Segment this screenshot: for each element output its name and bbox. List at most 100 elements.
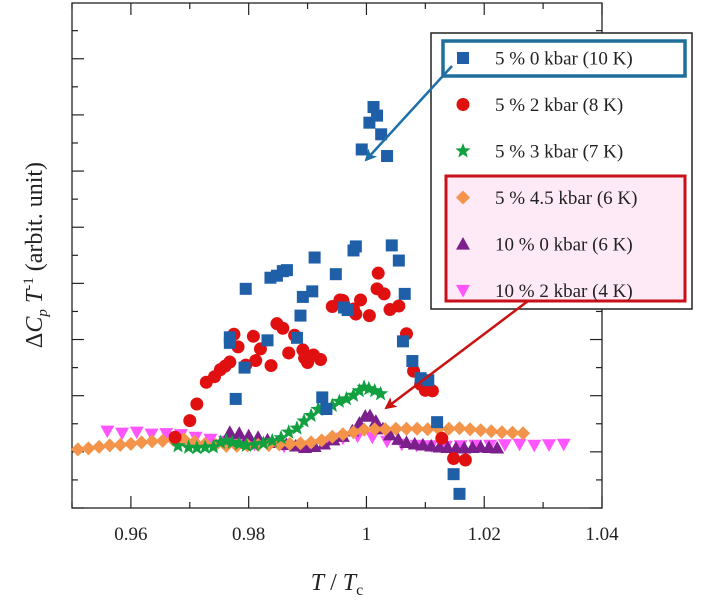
data-point-square bbox=[385, 239, 398, 252]
data-point-circle bbox=[264, 359, 278, 373]
data-point-circle bbox=[298, 351, 312, 365]
data-point-star bbox=[246, 436, 263, 452]
data-point-square bbox=[375, 128, 388, 141]
data-point-diamond bbox=[346, 425, 361, 440]
data-point-diamond bbox=[282, 436, 297, 451]
data-point-diamond bbox=[399, 421, 414, 436]
legend-marker-triangle-down bbox=[456, 284, 470, 298]
data-point-square bbox=[239, 282, 252, 295]
data-point-square bbox=[329, 268, 342, 281]
data-point-square bbox=[320, 403, 333, 416]
data-point-triangle-up bbox=[368, 414, 383, 427]
data-point-circle bbox=[354, 293, 368, 307]
data-point-star bbox=[361, 380, 377, 396]
data-point-square bbox=[355, 143, 368, 156]
data-point-square bbox=[316, 391, 329, 404]
data-point-square bbox=[261, 334, 274, 347]
data-point-triangle-down bbox=[527, 439, 542, 453]
data-point-diamond bbox=[484, 424, 499, 439]
legend-label: 5 % 0 kbar (10 K) bbox=[495, 49, 633, 70]
data-point-diamond bbox=[314, 433, 329, 448]
data-point-diamond bbox=[378, 422, 393, 437]
data-point-square bbox=[294, 309, 307, 322]
x-axis-label-text: T / Tc bbox=[311, 570, 364, 599]
legend-label: 10 % 0 kbar (6 K) bbox=[495, 235, 633, 256]
data-point-circle bbox=[362, 309, 376, 323]
legend-label: 10 % 2 kbar (4 K) bbox=[495, 281, 633, 302]
data-point-circle bbox=[377, 287, 391, 301]
x-tick-label: 0.98 bbox=[232, 524, 265, 545]
data-point-triangle-down bbox=[203, 433, 218, 447]
data-point-star bbox=[212, 434, 229, 449]
data-point-star bbox=[345, 387, 362, 402]
data-point-square bbox=[296, 290, 309, 303]
data-point-circle bbox=[314, 353, 328, 367]
legend-label: 5 % 3 kbar (7 K) bbox=[495, 142, 623, 163]
data-point-diamond bbox=[81, 441, 96, 456]
legend-marker-diamond bbox=[456, 190, 470, 205]
x-axis-label: T / Tc bbox=[311, 570, 364, 599]
legend-marker-square bbox=[457, 52, 469, 64]
data-point-diamond bbox=[463, 422, 478, 437]
data-point-circle bbox=[392, 299, 406, 313]
data-point-diamond bbox=[516, 426, 531, 441]
data-point-circle bbox=[249, 354, 263, 368]
data-point-triangle-up bbox=[362, 408, 377, 422]
data-point-triangle-up bbox=[399, 435, 414, 448]
tick-marks bbox=[71, 3, 603, 509]
data-point-square bbox=[398, 287, 411, 300]
legend-highlight-red bbox=[444, 174, 687, 303]
data-point-triangle-up bbox=[232, 426, 247, 439]
data-point-diamond bbox=[505, 425, 520, 440]
data-point-diamond bbox=[335, 427, 350, 442]
data-point-triangle-down bbox=[556, 438, 571, 452]
data-point-diamond bbox=[325, 429, 340, 444]
data-point-diamond bbox=[452, 421, 467, 436]
data-point-triangle-down bbox=[159, 428, 174, 441]
data-point-star bbox=[255, 435, 271, 450]
data-point-diamond bbox=[92, 439, 107, 454]
legend-highlight-blue bbox=[441, 39, 687, 78]
data-point-star bbox=[273, 429, 289, 445]
legend-marker-star bbox=[455, 143, 471, 158]
data-point-square bbox=[406, 355, 419, 368]
data-point-star bbox=[180, 439, 197, 454]
data-point-square bbox=[349, 240, 362, 253]
data-point-diamond bbox=[145, 434, 160, 449]
data-point-triangle-down bbox=[542, 439, 556, 452]
data-point-diamond bbox=[293, 436, 308, 451]
data-point-triangle-down bbox=[512, 438, 527, 452]
data-point-circle bbox=[425, 384, 439, 398]
data-point-diamond bbox=[134, 435, 149, 450]
data-point-star bbox=[205, 438, 221, 454]
legend-items: 5 % 0 kbar (10 K) 5 % 2 kbar (8 K) 5 % 3 k… bbox=[455, 49, 637, 302]
data-point-diamond bbox=[113, 437, 128, 452]
data-point-square bbox=[223, 336, 236, 349]
data-point-triangle-down bbox=[497, 439, 512, 452]
data-point-circle bbox=[371, 266, 385, 280]
data-point-diamond bbox=[494, 425, 509, 440]
legend-marker-circle bbox=[456, 98, 470, 111]
data-point-circle bbox=[435, 431, 449, 445]
data-point-square bbox=[238, 361, 251, 374]
data-point-diamond bbox=[102, 438, 117, 453]
data-point-star bbox=[338, 390, 355, 406]
legend-label: 5 % 4.5 kbar (6 K) bbox=[495, 188, 637, 209]
data-point-diamond bbox=[410, 421, 425, 436]
data-point-circle bbox=[190, 397, 204, 411]
data-point-triangle-up bbox=[241, 428, 256, 442]
data-point-square bbox=[229, 392, 242, 405]
data-point-star bbox=[367, 382, 383, 398]
data-point-square bbox=[290, 331, 303, 344]
data-point-triangle-up bbox=[490, 440, 505, 454]
data-point-star bbox=[351, 382, 367, 398]
data-point-diamond bbox=[367, 422, 382, 437]
data-point-square bbox=[396, 335, 409, 348]
legend: 5 % 0 kbar (10 K) 5 % 2 kbar (8 K) 5 % 3 k… bbox=[430, 32, 693, 310]
data-point-triangle-down bbox=[115, 427, 130, 441]
data-point-triangle-up bbox=[383, 427, 397, 441]
data-point-circle bbox=[223, 355, 237, 369]
data-point-square bbox=[308, 251, 321, 264]
annotation-arrow-blue bbox=[364, 65, 453, 162]
